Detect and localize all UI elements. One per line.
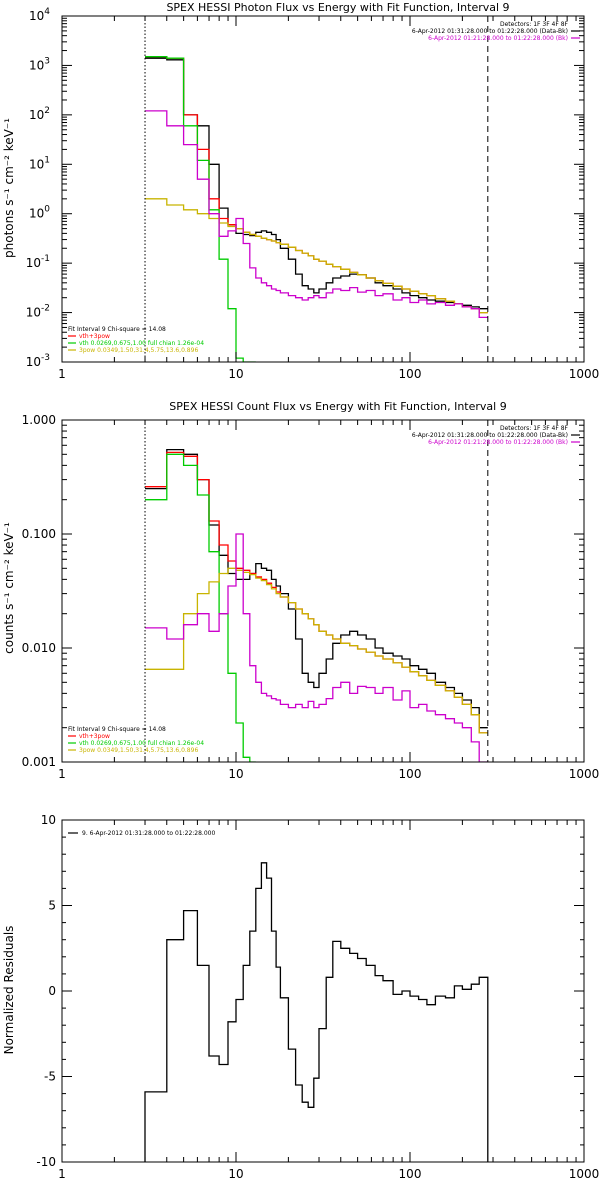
y-tick-label: -5 <box>44 1070 56 1084</box>
x-axis: 1 10 100 1000 <box>58 16 599 381</box>
y-tick-label: 10-3 <box>26 353 50 369</box>
y-tick-label: 100 <box>29 205 50 221</box>
series-group <box>145 56 488 362</box>
legend-entry-2: vth 0.0269,0.675,1.00 full chian 1.26e-0… <box>79 740 204 747</box>
count-flux-title: SPEX HESSI Count Flux vs Energy with Fit… <box>169 400 506 413</box>
x-tick-label: 10 <box>228 1167 243 1181</box>
residuals-panel: Normalized Residuals 1 10 100 1000 -10 -5 0 5 10… <box>2 813 599 1181</box>
y-tick-label: 0.001 <box>22 755 56 769</box>
x-tick-label: 1 <box>58 1167 66 1181</box>
x-tick-label: 10 <box>228 367 243 381</box>
y-tick-label: 10-1 <box>26 254 50 270</box>
info-line-2: 6-Apr-2012 01:21:28.000 to 01:22:28.000 … <box>428 35 568 42</box>
legend-entry-3: 3pow 0.0349,1.50,31.4,5.75,13.6,0.896 <box>79 747 198 754</box>
info-line-1: 6-Apr-2012 01:31:28.000 to 01:22:28.000 … <box>412 432 568 439</box>
plot-frame <box>61 419 585 763</box>
x-axis: 1 10 100 1000 <box>58 820 599 1181</box>
series-line-3 <box>145 567 488 734</box>
info-line-2: 6-Apr-2012 01:21:28.000 to 01:22:28.000 … <box>428 439 568 446</box>
x-tick-label: 1000 <box>569 1167 600 1181</box>
y-tick-label: 0.010 <box>22 641 56 655</box>
plot-frame <box>61 15 585 363</box>
legend-entry-2: vth 0.0269,0.675,1.00 full chian 1.26e-0… <box>79 340 204 347</box>
legend-entry-1: vth+3pow <box>79 333 110 340</box>
y-tick-label: 1.000 <box>22 413 56 427</box>
photon-flux-title: SPEX HESSI Photon Flux vs Energy with Fi… <box>166 1 509 14</box>
series-line-0 <box>144 862 489 1162</box>
legend-entry-1: vth+3pow <box>79 733 110 740</box>
y-tick-label: 5 <box>48 899 56 913</box>
y-tick-label: 10-2 <box>26 304 50 320</box>
x-axis: 1 10 100 1000 <box>58 420 599 781</box>
count-flux-ylabel: counts s⁻¹ cm⁻² keV⁻¹ <box>2 522 16 654</box>
info-line-1: 6-Apr-2012 01:31:28.000 to 01:22:28.000 … <box>412 28 568 35</box>
photon-flux-ylabel: photons s⁻¹ cm⁻² keV⁻¹ <box>2 118 16 258</box>
series-line-4 <box>145 533 488 762</box>
legend-entry-0: Fit Interval 9 Chi-square = 14.08 <box>68 326 166 333</box>
series-line-2 <box>145 56 256 362</box>
y-tick-label: 103 <box>29 56 50 72</box>
y-tick-label: 0.100 <box>22 527 56 541</box>
series-group <box>145 448 488 762</box>
x-tick-label: 1 <box>58 767 66 781</box>
series-line-2 <box>145 453 256 762</box>
series-line-0 <box>145 57 488 310</box>
x-tick-label: 1000 <box>569 367 600 381</box>
y-axis: 0.001 0.010 0.100 1.000 <box>22 413 584 769</box>
x-tick-label: 1000 <box>569 767 600 781</box>
plot-frame <box>61 819 585 1163</box>
x-tick-label: 100 <box>399 367 422 381</box>
legend: Fit Interval 9 Chi-square = 14.08vth+3po… <box>68 726 204 754</box>
series-line-1 <box>145 56 488 314</box>
legend: Fit Interval 9 Chi-square = 14.08vth+3po… <box>68 326 204 354</box>
x-tick-label: 1 <box>58 367 66 381</box>
y-axis: -10 -5 0 5 10 <box>36 813 584 1169</box>
info-line-0: Detectors: 1F 3F 4F 8F <box>500 425 569 432</box>
series-line-1 <box>145 451 488 734</box>
y-tick-label: 0 <box>48 984 56 998</box>
y-tick-label: -10 <box>36 1155 56 1169</box>
x-tick-label: 100 <box>399 1167 422 1181</box>
photon-flux-panel: SPEX HESSI Photon Flux vs Energy with Fi… <box>2 1 599 381</box>
residuals-ylabel: Normalized Residuals <box>2 926 16 1055</box>
y-tick-label: 104 <box>29 7 50 23</box>
y-tick-label: 10 <box>41 813 56 827</box>
legend: 9. 6-Apr-2012 01:31:28.000 to 01:22:28.0… <box>68 830 215 837</box>
count-flux-panel: SPEX HESSI Count Flux vs Energy with Fit… <box>2 400 599 781</box>
y-axis: 10-3 10-2 10-1 100 101 102 103 104 <box>26 7 584 369</box>
series-group <box>144 862 489 1162</box>
info-line-0: Detectors: 1F 3F 4F 8F <box>500 21 569 28</box>
legend-entry-0: Fit Interval 9 Chi-square = 14.08 <box>68 726 166 733</box>
legend-entry-0: 9. 6-Apr-2012 01:31:28.000 to 01:22:28.0… <box>82 830 215 837</box>
y-tick-label: 101 <box>29 155 50 171</box>
y-tick-label: 102 <box>29 106 50 122</box>
series-line-4 <box>145 110 488 319</box>
x-tick-label: 10 <box>228 767 243 781</box>
x-tick-label: 100 <box>399 767 422 781</box>
legend-entry-3: 3pow 0.0349,1.50,31.4,5.75,13.6,0.896 <box>79 347 198 354</box>
